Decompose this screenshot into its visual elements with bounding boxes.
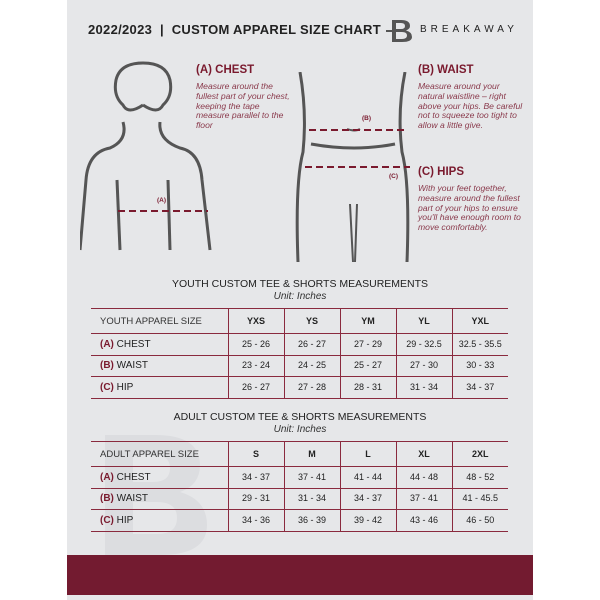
- row-label: (B) WAIST: [91, 355, 228, 377]
- cell: 25 - 27: [339, 355, 396, 377]
- waist-measure-line: [309, 129, 404, 131]
- waist-heading: (B) WAIST: [418, 64, 474, 76]
- cell: 39 - 42: [339, 509, 396, 532]
- cell: 37 - 41: [283, 466, 340, 489]
- adult-section-title: ADULT CUSTOM TEE & SHORTS MEASUREMENTS: [173, 411, 427, 423]
- cell: 34 - 36: [227, 509, 284, 532]
- header-label: ADULT APPAREL SIZE: [91, 441, 228, 467]
- adult-unit: Unit: Inches: [273, 424, 327, 435]
- cell: 30 - 33: [451, 355, 508, 377]
- upper-body-figure: [80, 61, 173, 251]
- waist-tag: (B): [362, 115, 372, 122]
- cell: 34 - 37: [339, 488, 396, 510]
- size-header: M: [283, 441, 340, 467]
- cell: 37 - 41: [395, 488, 452, 510]
- chest-measure-line: [118, 210, 208, 212]
- brand-name: BREAKAWAY: [420, 24, 518, 35]
- page-title: 2022/2023 | CUSTOM APPAREL SIZE CHART: [88, 22, 381, 37]
- row-label: (A) CHEST: [91, 466, 228, 489]
- cell: 29 - 31: [227, 488, 284, 510]
- lower-body-figure: [295, 72, 410, 262]
- cell: 24 - 25: [283, 355, 340, 377]
- table-row: (C) HIP 34 - 36 36 - 39 39 - 42 43 - 46 46 - …: [91, 509, 508, 532]
- row-label: (C) HIP: [91, 376, 228, 399]
- header-label: YOUTH APPAREL SIZE: [91, 308, 228, 334]
- chest-heading: (A) CHEST: [196, 64, 255, 76]
- youth-section-title: YOUTH CUSTOM TEE & SHORTS MEASUREMENTS: [171, 278, 429, 290]
- size-header: L: [339, 441, 396, 467]
- cell: 34 - 37: [227, 466, 284, 489]
- row-label: (C) HIP: [91, 509, 228, 532]
- cell: 31 - 34: [283, 488, 340, 510]
- adult-size-table: ADULT APPAREL SIZE S M L XL 2XL (A) CHEST 34 -…: [91, 441, 508, 532]
- waist-description: Measure around your natural waistline – …: [418, 81, 523, 131]
- size-header: YXL: [451, 308, 508, 334]
- cell: 28 - 31: [339, 376, 396, 399]
- hips-description: With your feet together, measure around …: [418, 183, 521, 233]
- size-header: XL: [395, 441, 452, 467]
- upper-body-figure-right: [158, 121, 212, 251]
- cell: 25 - 26: [227, 333, 284, 356]
- chest-tag: (A): [157, 197, 167, 204]
- cell: 43 - 46: [395, 509, 452, 532]
- youth-size-table: YOUTH APPAREL SIZE YXS YS YM YL YXL (A) CHEST…: [91, 308, 508, 399]
- cell: 26 - 27: [227, 376, 284, 399]
- cell: 41 - 45.5: [451, 488, 508, 510]
- size-header: YL: [395, 308, 452, 334]
- cell: 27 - 28: [283, 376, 340, 399]
- chest-description: Measure around the fullest part of your …: [196, 81, 290, 131]
- cell: 46 - 50: [451, 509, 508, 532]
- table-header-row: ADULT APPAREL SIZE S M L XL 2XL: [91, 441, 508, 467]
- cell: 44 - 48: [395, 466, 452, 489]
- cell: 48 - 52: [451, 466, 508, 489]
- table-header-row: YOUTH APPAREL SIZE YXS YS YM YL YXL: [91, 308, 508, 334]
- row-label: (A) CHEST: [91, 333, 228, 356]
- cell: 31 - 34: [395, 376, 452, 399]
- hips-measure-line: [305, 166, 410, 168]
- cell: 26 - 27: [283, 333, 340, 356]
- size-header: YXS: [227, 308, 284, 334]
- cell: 34 - 37: [451, 376, 508, 399]
- size-header: YS: [283, 308, 340, 334]
- table-row: (B) WAIST 23 - 24 24 - 25 25 - 27 27 - 30 30 …: [91, 355, 508, 377]
- hips-tag: (C): [389, 173, 399, 180]
- cell: 27 - 29: [339, 333, 396, 356]
- table-row: (A) CHEST 25 - 26 26 - 27 27 - 29 29 - 32.5 3…: [91, 333, 508, 356]
- row-label: (B) WAIST: [91, 488, 228, 510]
- table-row: (C) HIP 26 - 27 27 - 28 28 - 31 31 - 34 34 - …: [91, 376, 508, 399]
- cell: 36 - 39: [283, 509, 340, 532]
- footer-band: [67, 555, 533, 595]
- cell: 41 - 44: [339, 466, 396, 489]
- cell: 23 - 24: [227, 355, 284, 377]
- hips-heading: (C) HIPS: [418, 166, 464, 178]
- breakaway-logo-icon: [386, 20, 412, 42]
- cell: 29 - 32.5: [395, 333, 452, 356]
- size-header: S: [227, 441, 284, 467]
- table-row: (A) CHEST 34 - 37 37 - 41 41 - 44 44 - 48 48 …: [91, 466, 508, 489]
- cell: 32.5 - 35.5: [451, 333, 508, 356]
- table-row: (B) WAIST 29 - 31 31 - 34 34 - 37 37 - 41 41 …: [91, 488, 508, 510]
- youth-unit: Unit: Inches: [273, 291, 327, 302]
- size-header: YM: [339, 308, 396, 334]
- cell: 27 - 30: [395, 355, 452, 377]
- size-header: 2XL: [451, 441, 508, 467]
